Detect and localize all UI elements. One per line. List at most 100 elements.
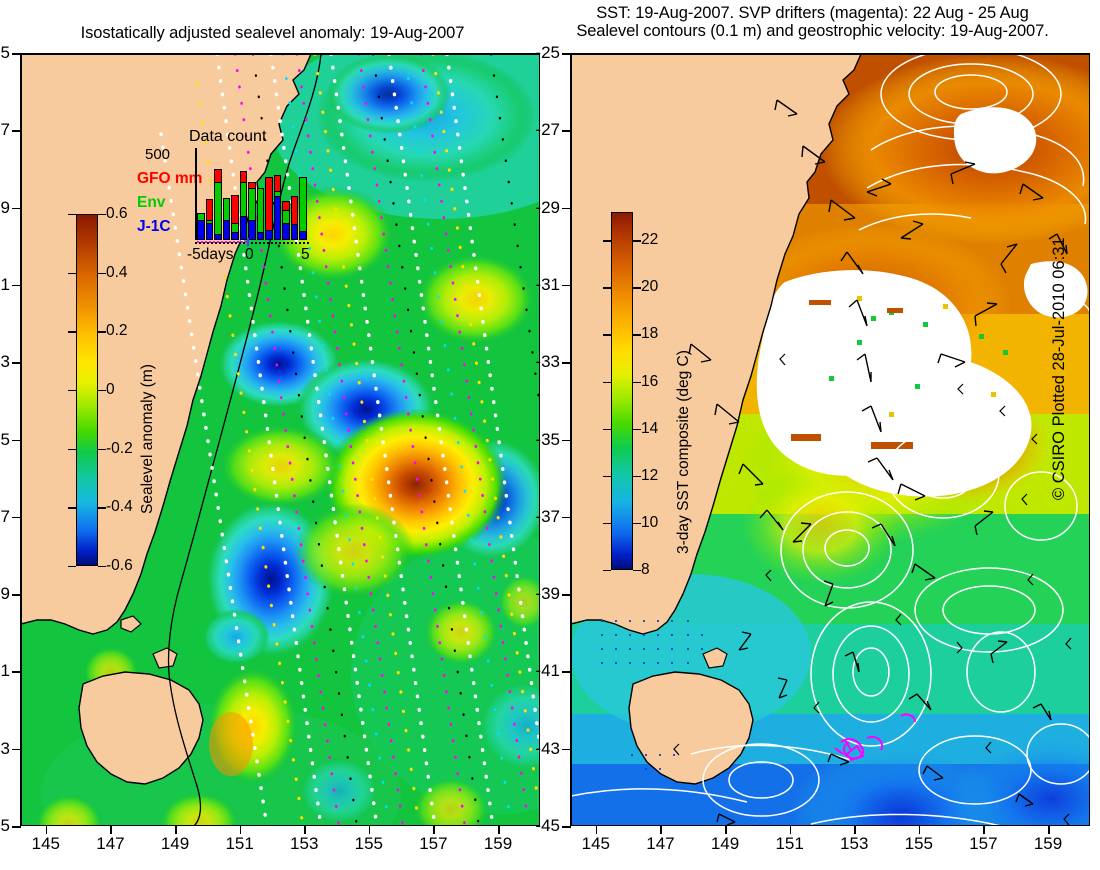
y-tick-label: -25: [0, 43, 10, 62]
inset-bar-segment-gfo-mm: [205, 198, 214, 221]
colorbar-tick-mark: [98, 448, 106, 451]
inset-bar: [265, 176, 273, 240]
inset-bar-segment-gfo-mm: [231, 195, 239, 224]
x-tick-label: 153: [840, 834, 869, 853]
svp-drifter-track: [834, 713, 916, 762]
y-tick-mark: [12, 130, 21, 132]
y-tick-label: -45: [535, 816, 560, 835]
colorbar-tick-mark: [603, 522, 611, 525]
colorbar-tick-mark: [633, 475, 641, 478]
colorbar-tick-mark: [98, 566, 106, 568]
colorbar-tick-mark: [633, 334, 641, 336]
colorbar-tick-mark: [68, 390, 76, 392]
colorbar-tick-label: 14: [641, 419, 659, 437]
y-tick-label: -35: [0, 429, 10, 449]
y-tick-label: -43: [535, 738, 560, 758]
velocity-small-arrows: [673, 353, 1072, 825]
colorbar-tick-mark: [633, 287, 641, 289]
y-tick-label: -27: [535, 120, 560, 140]
x-tick-label: 149: [160, 834, 190, 853]
inset-bar-segment-j-1c: [239, 216, 248, 240]
inset-bar-segment-j-1c: [256, 231, 265, 240]
inset-bar: [290, 195, 299, 240]
x-tick-mark: [918, 825, 921, 834]
sst-colorbar[interactable]: [611, 212, 633, 570]
sst-field: [571, 54, 1089, 825]
sealevel-colorbar[interactable]: [76, 214, 98, 566]
colorbar-tick-label: 22: [641, 231, 659, 249]
colorbar-tick-mark: [98, 507, 106, 509]
inset-bar: [273, 174, 282, 240]
inset-bar-segment-env: [282, 209, 290, 224]
x-tick-label: 155: [354, 834, 383, 853]
data-count-inset: Data count 500 GFO mm Env J-1C -5days 0 …: [133, 126, 313, 266]
inset-bar-segment-gfo-mm: [214, 169, 222, 184]
copyright-text: © CSIRO Plotted 28-Jul-2010 06:31: [1050, 237, 1068, 500]
inset-baseline: [195, 242, 309, 244]
altimeter-track-dots: [159, 54, 539, 825]
sealevel-contours: [571, 54, 1089, 825]
colorbar-tick-label: 12: [641, 466, 659, 484]
land-king-island: [120, 615, 142, 633]
inset-xlabel-right: 5: [301, 246, 310, 263]
y-tick-mark: [562, 594, 571, 596]
colorbar-tick-mark: [603, 240, 611, 242]
colorbar-tick-mark: [633, 240, 641, 242]
x-tick-label: 147: [96, 834, 125, 853]
y-tick-mark: [562, 130, 571, 132]
colorbar-tick-mark: [68, 272, 76, 275]
x-tick-label: 151: [225, 834, 254, 853]
land-flinders-island-right: [702, 647, 728, 669]
y-tick-label: -39: [535, 584, 560, 604]
y-tick-label: -45: [0, 816, 10, 835]
y-tick-mark: [562, 516, 571, 519]
y-tick-mark: [562, 748, 571, 751]
inset-title: Data count: [189, 128, 267, 145]
inset-y-axis: [195, 148, 197, 240]
inset-bar: [197, 213, 205, 240]
y-tick-label: -39: [0, 584, 10, 604]
sst-speckle: [791, 296, 1008, 449]
inset-bar-segment-j-1c: [265, 229, 273, 240]
inset-bar: [205, 198, 214, 240]
inset-bar-segment-env: [214, 182, 222, 236]
sealevel-anomaly-map[interactable]: Data count 500 GFO mm Env J-1C -5days 0 …: [20, 53, 540, 826]
inset-bar-segment-gfo-mm: [290, 195, 299, 226]
colorbar-tick-mark: [603, 334, 611, 336]
inset-bar: [231, 195, 239, 240]
colorbar-tick-label: 10: [641, 513, 659, 531]
colorbar-tick-label: 20: [641, 278, 659, 296]
y-tick-mark: [12, 439, 21, 442]
inset-bar-segment-j-1c: [299, 230, 307, 240]
inset-bar-segment-j-1c: [290, 224, 299, 240]
colorbar-tick-mark: [603, 570, 611, 572]
x-tick-mark: [1048, 825, 1050, 834]
y-tick-label: -33: [0, 352, 10, 372]
colorbar-tick-mark: [68, 214, 76, 216]
x-tick-label: 157: [969, 834, 998, 853]
sst-velocity-map[interactable]: m/s kt 0.81.60.61.20.40.80.20.4 22201816…: [570, 53, 1090, 826]
y-tick-label: -29: [535, 197, 560, 217]
colorbar-tick-mark: [633, 522, 641, 525]
y-tick-mark: [562, 826, 571, 828]
x-tick-mark: [110, 825, 113, 834]
inset-xlabel-left: -5days: [187, 246, 234, 263]
colorbar-tick-mark: [98, 272, 106, 275]
y-tick-mark: [562, 207, 571, 210]
colorbar-tick-label: -0.2: [106, 439, 133, 457]
colorbar-tick-mark: [68, 331, 76, 333]
velocity-vectors: [688, 99, 1068, 825]
inset-bar: [214, 169, 222, 240]
colorbar-tick-mark: [98, 390, 106, 392]
inset-bar-segment-env: [222, 197, 231, 221]
inset-zero-marker: [247, 238, 249, 246]
colorbar-tick-label: 0.6: [106, 205, 128, 222]
inset-bar-segment-env: [299, 176, 307, 232]
y-tick-label: -27: [0, 120, 10, 140]
colorbar-tick-label: 18: [641, 325, 659, 343]
y-tick-label: -31: [535, 274, 560, 294]
y-tick-mark: [12, 826, 21, 828]
inset-bar-segment-j-1c: [273, 195, 282, 240]
colorbar-tick-label: -0.6: [106, 557, 133, 574]
